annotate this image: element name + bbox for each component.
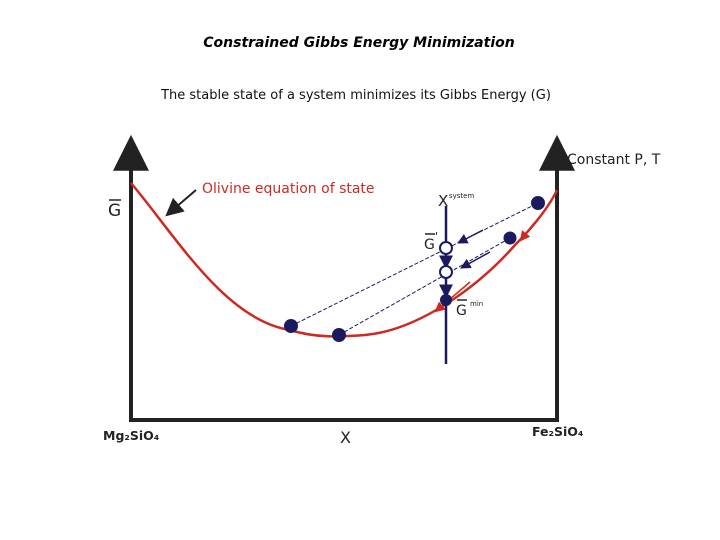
left-min-point <box>332 328 346 342</box>
g-min-point <box>440 294 452 306</box>
system-superscript: system <box>449 192 474 200</box>
y-axis-label: G <box>108 201 121 221</box>
tie-line-lower <box>338 237 511 336</box>
right-phase-point <box>531 196 545 210</box>
left-endmember-label: Mg₂SiO₄ <box>103 428 159 443</box>
intermediate-point <box>439 265 453 279</box>
curve-label-pointer <box>165 189 197 217</box>
g-min-superscript: min <box>470 300 483 308</box>
g-prime-mark: ' <box>435 230 438 243</box>
tie-line-upper <box>290 202 539 327</box>
left-phase-point <box>284 319 298 333</box>
page-subtitle: The stable state of a system minimizes i… <box>161 88 551 103</box>
tie-arrow-upper <box>457 229 484 244</box>
curve-arrow-right <box>434 281 471 313</box>
tie-arrow-lower <box>460 251 491 269</box>
g-prime-label: G <box>424 237 435 253</box>
system-label: X <box>438 192 448 210</box>
right-endmember-label: Fe₂SiO₄ <box>532 424 583 439</box>
curve-label: Olivine equation of state <box>202 181 375 197</box>
conditions-label: Constant P, T <box>567 152 661 168</box>
curve-arrow-left <box>519 221 536 242</box>
x-axis-label: X <box>340 428 351 447</box>
page-title: Constrained Gibbs Energy Minimization <box>203 35 515 51</box>
g-prime-point <box>439 241 453 255</box>
g-min-label: G <box>456 303 467 319</box>
olivine-curve <box>130 182 559 338</box>
right-min-point <box>503 231 517 245</box>
